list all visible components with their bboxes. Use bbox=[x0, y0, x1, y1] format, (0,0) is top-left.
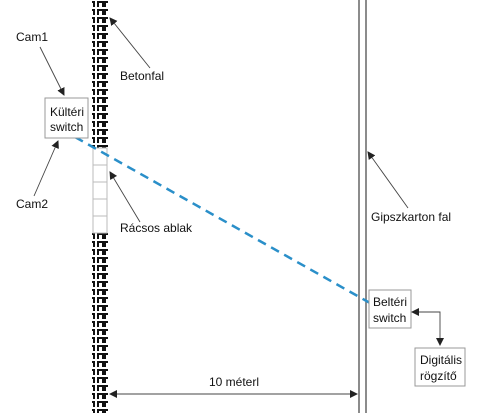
outdoor-switch-label-line1: Kültéri bbox=[50, 105, 84, 119]
cam2-arrow bbox=[33, 140, 59, 197]
indoor-switch-label-line1: Beltéri bbox=[373, 295, 407, 309]
indoor-switch: Beltéri switch bbox=[368, 289, 412, 329]
outdoor-switch-label-line2: switch bbox=[50, 120, 83, 134]
racsos-ablak-arrow bbox=[109, 171, 141, 223]
betonfal-arrow bbox=[109, 17, 151, 69]
gipszkarton-fal-label: Gipszkarton fal bbox=[371, 210, 451, 224]
drywall bbox=[358, 0, 367, 413]
cam1-label: Cam1 bbox=[16, 30, 48, 44]
racsos-ablak-label: Rácsos ablak bbox=[120, 221, 193, 235]
cam2-label: Cam2 bbox=[16, 197, 48, 211]
concrete-wall bbox=[92, 0, 108, 413]
cam1-arrow bbox=[39, 46, 65, 96]
outdoor-switch: Kültéri switch bbox=[44, 97, 89, 139]
digital-recorder-label-line2: rögzítő bbox=[420, 369, 457, 383]
switch-recorder-arrow bbox=[411, 308, 444, 346]
digital-recorder: Digitális rögzítő bbox=[414, 347, 466, 387]
gipszkarton-arrow bbox=[367, 151, 409, 209]
network-link bbox=[74, 135, 371, 305]
betonfal-label: Betonfal bbox=[120, 69, 164, 83]
digital-recorder-label-line1: Digitális bbox=[420, 353, 462, 367]
indoor-switch-label-line2: switch bbox=[373, 311, 406, 325]
distance-label: 10 méterl bbox=[209, 375, 259, 389]
barred-window bbox=[92, 147, 108, 234]
pointer-arrows bbox=[33, 17, 444, 398]
